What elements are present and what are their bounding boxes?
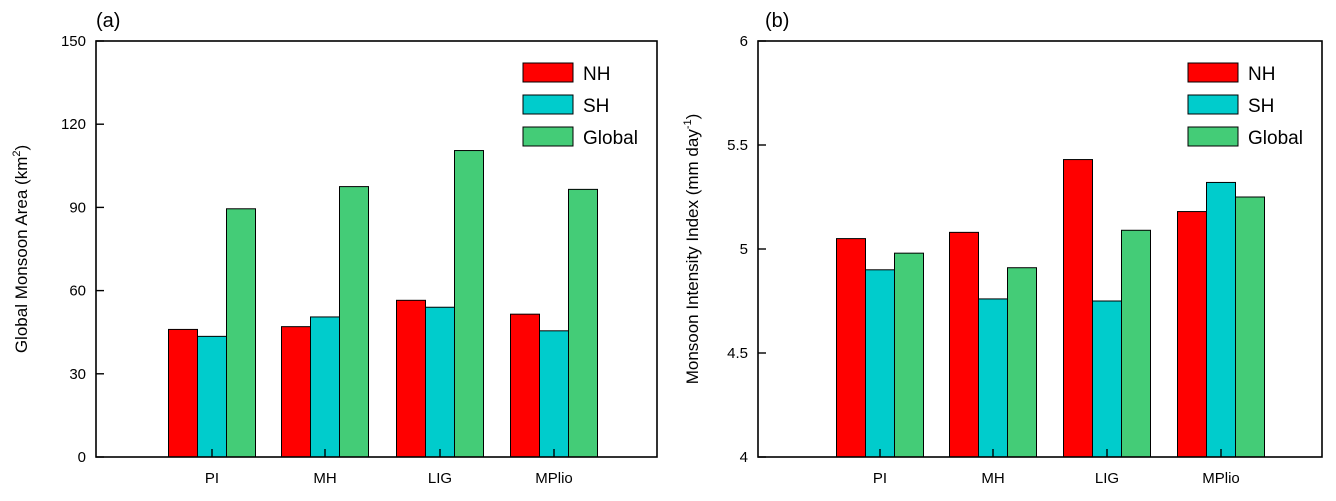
legend-swatch-nh — [1187, 62, 1239, 83]
y-axis-title-main: Monsoon Intensity Index (mm day — [683, 129, 702, 385]
y-axis-title-sup: -1 — [682, 119, 694, 129]
y-tick-label: 90 — [69, 199, 86, 216]
bar-nh-mh — [281, 326, 311, 458]
y-axis-title: Monsoon Intensity Index (mm day-1) — [682, 114, 702, 385]
y-tick-label: 6 — [740, 33, 748, 50]
y-tick-label: 0 — [78, 449, 86, 466]
bar-global-mh — [339, 186, 369, 458]
legend-swatch-sh — [522, 94, 574, 115]
legend-label-sh: SH — [1248, 96, 1274, 117]
panel-label: (b) — [765, 10, 789, 32]
bar-sh-pi — [865, 269, 895, 458]
bar-sh-lig — [425, 306, 455, 458]
bar-sh-mplio — [1206, 181, 1236, 458]
y-tick-label: 120 — [61, 116, 86, 133]
y-axis-title: Global Monsoon Area (km2) — [11, 145, 31, 353]
legend-label-global: Global — [583, 128, 638, 149]
bar-global-mh — [1007, 267, 1037, 458]
legend-swatch-nh — [522, 62, 574, 83]
bar-nh-pi — [836, 238, 866, 458]
bar-global-mplio — [568, 188, 598, 458]
bar-nh-mplio — [1177, 211, 1207, 458]
bar-nh-lig — [1063, 159, 1093, 458]
y-tick-label: 5.5 — [727, 137, 748, 154]
bar-nh-mh — [949, 231, 979, 458]
x-tick-label: LIG — [1095, 470, 1119, 487]
y-tick-label: 4.5 — [727, 345, 748, 362]
legend-label-global: Global — [1248, 128, 1303, 149]
y-axis-title-main: Global Monsoon Area (km — [12, 157, 31, 354]
x-tick-label: LIG — [428, 470, 452, 487]
bar-nh-lig — [396, 299, 426, 458]
y-axis-title-sup: 2 — [11, 151, 23, 157]
legend-swatch-global — [1187, 126, 1239, 147]
bar-sh-mh — [310, 316, 340, 458]
bar-global-mplio — [1235, 196, 1265, 458]
bar-global-lig — [1121, 229, 1151, 458]
bar-sh-mplio — [539, 330, 569, 458]
y-tick-label: 150 — [61, 33, 86, 50]
x-tick-label: MH — [981, 470, 1004, 487]
bar-sh-mh — [978, 298, 1008, 458]
x-tick-label: PI — [873, 470, 887, 487]
panel-label: (a) — [96, 10, 120, 32]
bar-global-pi — [894, 252, 924, 458]
legend: NH SH Global — [522, 62, 638, 149]
legend-label-nh: NH — [1248, 64, 1275, 85]
legend-swatch-sh — [1187, 94, 1239, 115]
x-tick-label: MPlio — [1202, 470, 1240, 487]
y-tick-label: 5 — [740, 241, 748, 258]
legend-label-sh: SH — [583, 96, 609, 117]
x-tick-label: MH — [313, 470, 336, 487]
chart-panel-a: (a) 0 30 60 90 120 150 PI MH LIG MPlio Global Monso… — [11, 10, 658, 487]
bar-nh-mplio — [510, 313, 540, 458]
y-tick-label: 60 — [69, 283, 86, 300]
bar-sh-lig — [1092, 300, 1122, 458]
y-tick-label: 30 — [69, 366, 86, 383]
plot-frame — [95, 40, 658, 458]
x-tick-label: MPlio — [535, 470, 573, 487]
bar-global-pi — [226, 208, 256, 458]
legend: NH SH Global — [1187, 62, 1303, 149]
bar-global-lig — [454, 150, 484, 458]
bar-sh-pi — [197, 335, 227, 458]
y-axis-title-tail: ) — [683, 114, 702, 120]
x-tick-label: PI — [205, 470, 219, 487]
y-axis-title-tail: ) — [12, 145, 31, 151]
y-tick-label: 4 — [740, 449, 748, 466]
bar-nh-pi — [168, 328, 198, 458]
chart-panel-b: (b) 4 4.5 5 5.5 6 PI MH LIG MPlio Monsoon Intensit… — [682, 10, 1323, 487]
legend-label-nh: NH — [583, 64, 610, 85]
legend-swatch-global — [522, 126, 574, 147]
